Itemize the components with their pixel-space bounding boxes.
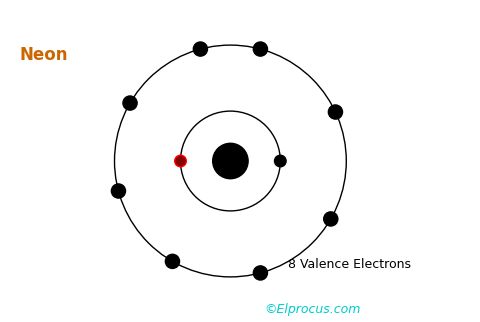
Circle shape xyxy=(213,143,248,179)
Circle shape xyxy=(328,105,343,119)
Circle shape xyxy=(275,155,286,167)
Circle shape xyxy=(166,254,180,269)
Text: Neon: Neon xyxy=(19,46,68,64)
Circle shape xyxy=(253,42,267,56)
Circle shape xyxy=(123,96,137,110)
Text: 8 Valence Electrons: 8 Valence Electrons xyxy=(288,258,411,270)
Circle shape xyxy=(193,42,207,56)
Text: ©Elprocus.com: ©Elprocus.com xyxy=(264,303,360,316)
Circle shape xyxy=(175,155,186,167)
Circle shape xyxy=(253,266,267,280)
Circle shape xyxy=(324,212,338,226)
Circle shape xyxy=(111,184,126,198)
